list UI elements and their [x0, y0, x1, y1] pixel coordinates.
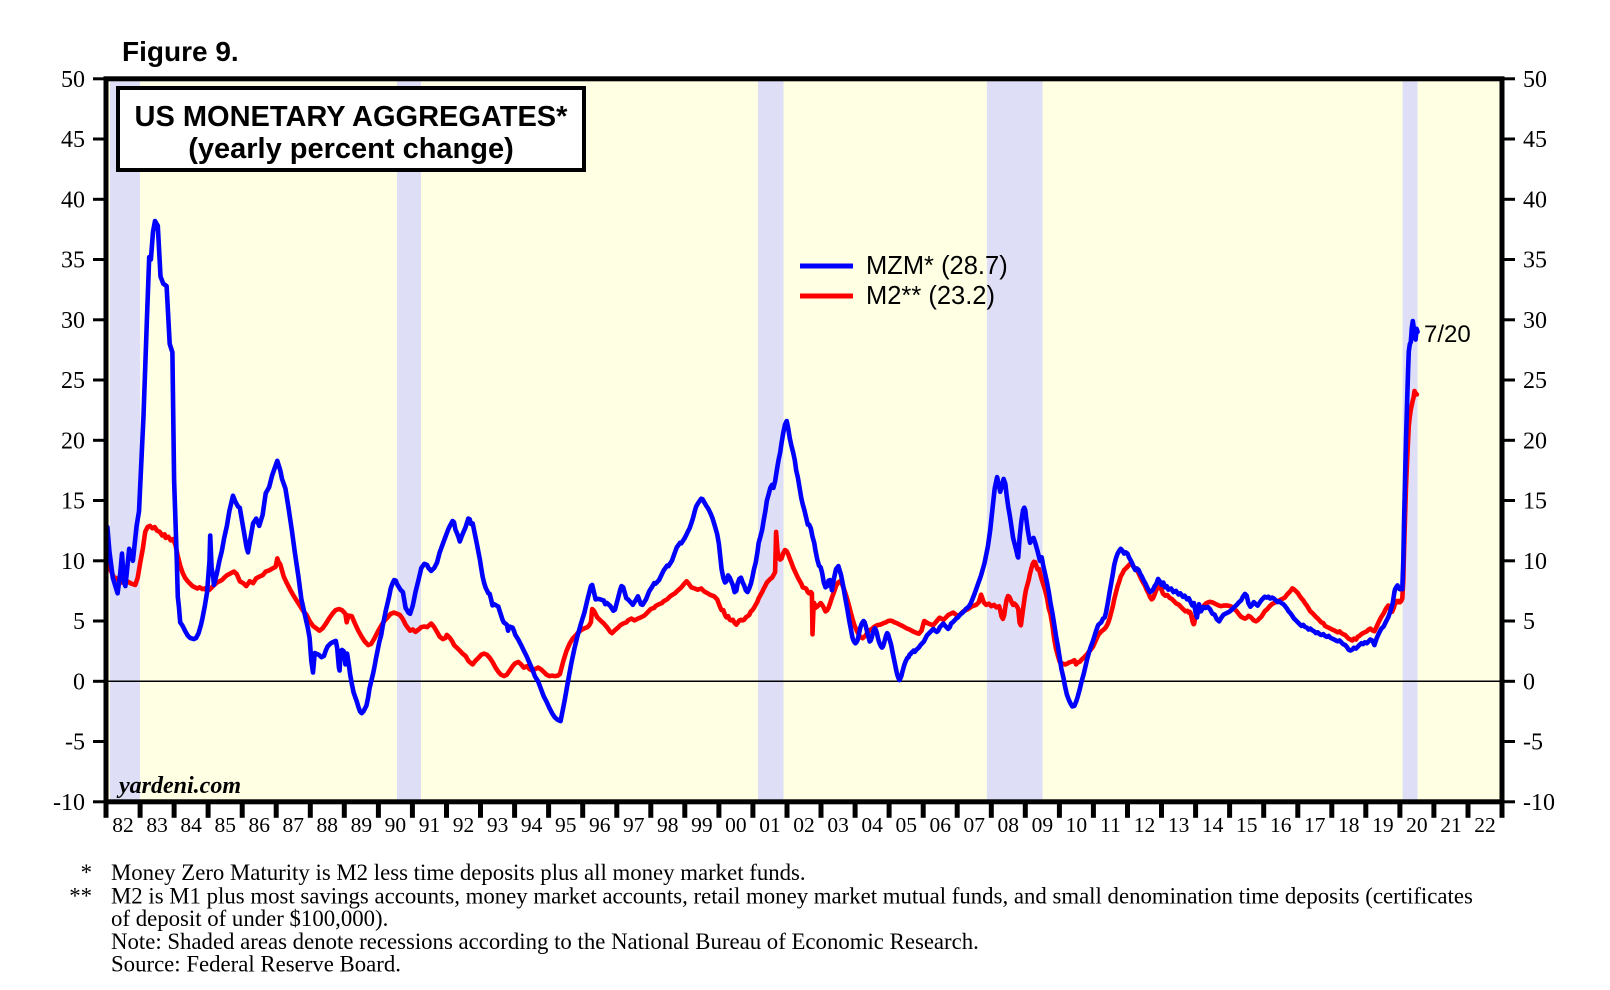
svg-text:40: 40: [1523, 187, 1547, 213]
svg-text:83: 83: [146, 813, 168, 837]
svg-text:85: 85: [214, 813, 236, 837]
svg-text:*: *: [81, 860, 92, 885]
svg-text:25: 25: [1523, 368, 1547, 394]
svg-text:02: 02: [793, 813, 815, 837]
svg-text:94: 94: [521, 813, 543, 837]
svg-text:01: 01: [759, 813, 781, 837]
svg-text:25: 25: [61, 368, 85, 394]
svg-text:10: 10: [1523, 549, 1547, 575]
svg-text:96: 96: [589, 813, 611, 837]
svg-text:M2 is M1 plus most savings acc: M2 is M1 plus most savings accounts, mon…: [111, 884, 1473, 909]
svg-text:M2** (23.2): M2** (23.2): [866, 282, 995, 310]
svg-text:88: 88: [317, 813, 339, 837]
svg-text:08: 08: [998, 813, 1020, 837]
svg-text:20: 20: [1406, 813, 1428, 837]
svg-text:40: 40: [61, 187, 85, 213]
svg-text:03: 03: [827, 813, 849, 837]
svg-text:45: 45: [1523, 127, 1547, 153]
svg-text:19: 19: [1372, 813, 1394, 837]
svg-text:93: 93: [487, 813, 509, 837]
svg-text:yardeni.com: yardeni.com: [116, 773, 241, 799]
svg-text:5: 5: [1523, 609, 1535, 635]
svg-text:84: 84: [180, 813, 202, 837]
svg-text:16: 16: [1270, 813, 1292, 837]
svg-text:17: 17: [1304, 813, 1326, 837]
svg-text:50: 50: [61, 67, 85, 93]
svg-text:09: 09: [1032, 813, 1054, 837]
svg-text:89: 89: [351, 813, 373, 837]
svg-text:30: 30: [61, 308, 85, 334]
svg-text:20: 20: [61, 428, 85, 454]
svg-text:of deposit of under $100,000).: of deposit of under $100,000).: [111, 906, 388, 931]
svg-text:-5: -5: [1523, 730, 1543, 756]
svg-text:**: **: [69, 884, 92, 909]
svg-text:20: 20: [1523, 428, 1547, 454]
svg-text:0: 0: [1523, 669, 1535, 695]
svg-text:82: 82: [112, 813, 134, 837]
svg-text:35: 35: [61, 248, 85, 274]
svg-text:15: 15: [1523, 489, 1547, 515]
svg-text:-10: -10: [1523, 790, 1555, 816]
svg-text:12: 12: [1134, 813, 1156, 837]
svg-text:Note: Shaded areas denote rece: Note: Shaded areas denote recessions acc…: [111, 929, 979, 954]
svg-text:-10: -10: [53, 790, 85, 816]
svg-text:US MONETARY AGGREGATES*: US MONETARY AGGREGATES*: [135, 101, 569, 133]
svg-text:7/20: 7/20: [1424, 321, 1471, 348]
svg-text:07: 07: [964, 813, 986, 837]
svg-text:04: 04: [861, 813, 883, 837]
svg-text:Figure 9.: Figure 9.: [122, 36, 239, 67]
svg-text:(yearly percent change): (yearly percent change): [188, 133, 514, 165]
svg-text:5: 5: [73, 609, 85, 635]
svg-text:35: 35: [1523, 248, 1547, 274]
svg-text:95: 95: [555, 813, 577, 837]
svg-text:MZM* (28.7): MZM* (28.7): [866, 252, 1008, 280]
svg-text:15: 15: [1236, 813, 1258, 837]
svg-text:Money Zero Maturity is M2 less: Money Zero Maturity is M2 less time depo…: [111, 860, 806, 885]
svg-text:13: 13: [1168, 813, 1190, 837]
svg-text:30: 30: [1523, 308, 1547, 334]
svg-text:10: 10: [61, 549, 85, 575]
svg-text:06: 06: [929, 813, 951, 837]
svg-text:18: 18: [1338, 813, 1360, 837]
svg-text:05: 05: [895, 813, 917, 837]
svg-text:50: 50: [1523, 67, 1547, 93]
svg-text:11: 11: [1100, 813, 1121, 837]
svg-text:98: 98: [657, 813, 679, 837]
svg-text:21: 21: [1440, 813, 1462, 837]
svg-text:14: 14: [1202, 813, 1224, 837]
svg-text:22: 22: [1474, 813, 1496, 837]
svg-text:00: 00: [725, 813, 747, 837]
svg-text:45: 45: [61, 127, 85, 153]
svg-text:Source: Federal Reserve Board.: Source: Federal Reserve Board.: [111, 952, 401, 977]
svg-text:97: 97: [623, 813, 645, 837]
svg-text:0: 0: [73, 669, 85, 695]
svg-text:86: 86: [248, 813, 270, 837]
svg-text:99: 99: [691, 813, 713, 837]
svg-text:-5: -5: [65, 730, 85, 756]
svg-text:92: 92: [453, 813, 475, 837]
svg-text:15: 15: [61, 489, 85, 515]
svg-text:91: 91: [419, 813, 441, 837]
svg-text:10: 10: [1066, 813, 1088, 837]
svg-text:87: 87: [283, 813, 305, 837]
svg-text:90: 90: [385, 813, 407, 837]
